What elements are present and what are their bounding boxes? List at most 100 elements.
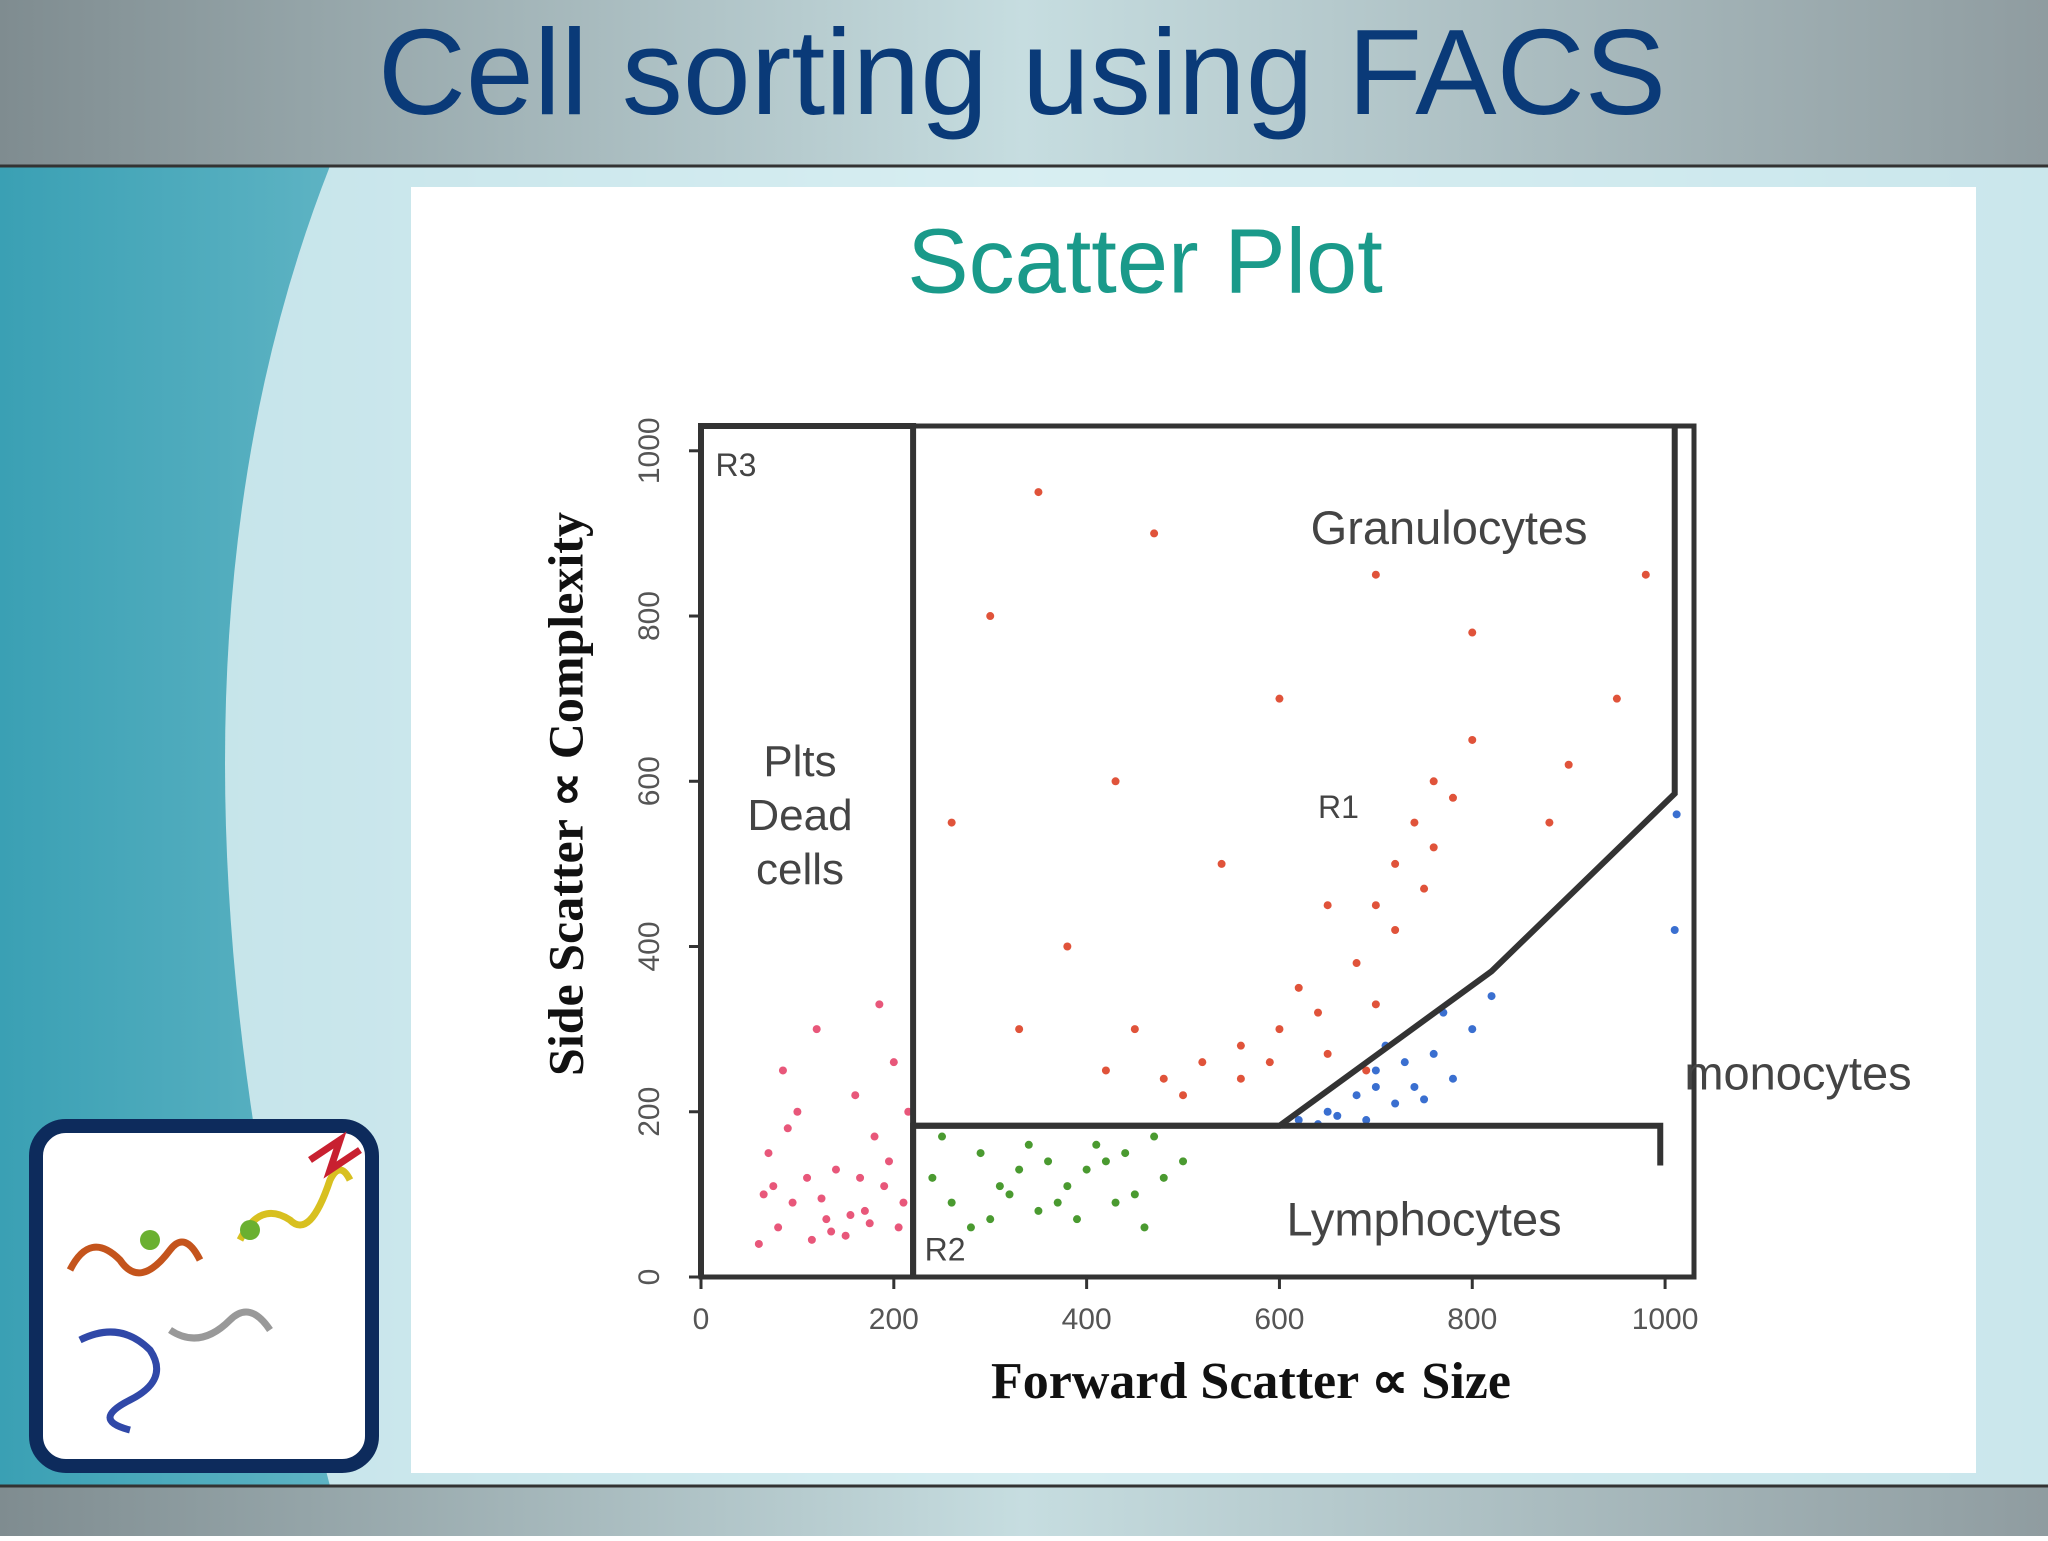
point bbox=[986, 1215, 995, 1224]
point bbox=[831, 1165, 840, 1174]
point bbox=[1400, 1058, 1409, 1067]
point bbox=[865, 1219, 874, 1228]
point bbox=[1236, 1041, 1245, 1050]
point bbox=[1024, 1140, 1033, 1149]
point bbox=[1410, 818, 1419, 827]
point bbox=[884, 1157, 893, 1166]
gate bbox=[698, 423, 917, 1277]
y-tick-label: 0 bbox=[633, 1269, 666, 1286]
point bbox=[1179, 1091, 1188, 1100]
point bbox=[1323, 901, 1332, 910]
point bbox=[774, 1223, 783, 1232]
chart-title: Scatter Plot bbox=[907, 210, 1383, 312]
point bbox=[966, 1223, 975, 1232]
y-tick-label: 1000 bbox=[633, 417, 666, 484]
point bbox=[928, 1173, 937, 1182]
panel bbox=[411, 187, 1976, 1473]
point bbox=[976, 1149, 985, 1158]
point bbox=[1236, 1074, 1245, 1083]
point bbox=[1429, 843, 1438, 852]
point bbox=[1150, 1132, 1159, 1141]
gate-label: R2 bbox=[925, 1232, 966, 1268]
point bbox=[899, 1198, 908, 1207]
point bbox=[1140, 1223, 1149, 1232]
point bbox=[1130, 1025, 1139, 1034]
point bbox=[1265, 1058, 1274, 1067]
point bbox=[856, 1173, 865, 1182]
point bbox=[803, 1173, 812, 1182]
point bbox=[827, 1227, 836, 1236]
point bbox=[1111, 777, 1120, 786]
point bbox=[1130, 1190, 1139, 1199]
point bbox=[1670, 925, 1679, 934]
gate bbox=[910, 1122, 1664, 1277]
point bbox=[1294, 1116, 1303, 1125]
point bbox=[1545, 818, 1554, 827]
point bbox=[1391, 925, 1400, 934]
point bbox=[1612, 694, 1621, 703]
region-label: monocytes bbox=[1684, 1046, 1911, 1099]
point bbox=[1034, 1206, 1043, 1215]
region-label: Granulocytes bbox=[1311, 501, 1588, 554]
point bbox=[870, 1132, 879, 1141]
x-tick-label: 400 bbox=[1062, 1303, 1112, 1336]
point bbox=[1082, 1165, 1091, 1174]
point bbox=[1468, 628, 1477, 637]
point bbox=[1015, 1165, 1024, 1174]
region-label: Lymphocytes bbox=[1286, 1193, 1561, 1246]
point bbox=[1101, 1066, 1110, 1075]
point bbox=[1063, 942, 1072, 951]
point bbox=[1198, 1058, 1207, 1067]
point bbox=[1044, 1157, 1053, 1166]
point bbox=[1159, 1074, 1168, 1083]
point bbox=[1371, 1000, 1380, 1009]
point bbox=[1053, 1198, 1062, 1207]
gate-label: R1 bbox=[1318, 789, 1359, 825]
point bbox=[1362, 1066, 1371, 1075]
point bbox=[1150, 529, 1159, 538]
point bbox=[1217, 859, 1226, 868]
point bbox=[841, 1231, 850, 1240]
point bbox=[793, 1107, 802, 1116]
point bbox=[1429, 777, 1438, 786]
point bbox=[1672, 810, 1681, 819]
point bbox=[1641, 570, 1650, 579]
point bbox=[822, 1215, 831, 1224]
point bbox=[1159, 1173, 1168, 1182]
point bbox=[947, 818, 956, 827]
point bbox=[986, 612, 995, 621]
slide-title: Cell sorting using FACS bbox=[378, 4, 1666, 140]
point bbox=[1323, 1049, 1332, 1058]
point bbox=[875, 1000, 884, 1009]
point bbox=[778, 1066, 787, 1075]
point bbox=[1420, 1095, 1429, 1104]
point bbox=[1391, 859, 1400, 868]
point bbox=[846, 1211, 855, 1220]
point bbox=[1487, 992, 1496, 1001]
protein-thumbnail bbox=[29, 1119, 379, 1473]
y-tick-label: 400 bbox=[633, 921, 666, 971]
gate-label: R3 bbox=[715, 447, 756, 483]
point bbox=[754, 1239, 763, 1248]
point bbox=[1179, 1157, 1188, 1166]
point bbox=[1323, 1107, 1332, 1116]
point bbox=[1468, 1025, 1477, 1034]
point bbox=[788, 1198, 797, 1207]
point bbox=[1015, 1025, 1024, 1034]
point bbox=[1275, 694, 1284, 703]
y-tick-label: 200 bbox=[633, 1087, 666, 1137]
point bbox=[812, 1025, 821, 1034]
point bbox=[1371, 1066, 1380, 1075]
point bbox=[1092, 1140, 1101, 1149]
point bbox=[1420, 884, 1429, 893]
point bbox=[1448, 1074, 1457, 1083]
point bbox=[995, 1182, 1004, 1191]
point bbox=[947, 1198, 956, 1207]
point bbox=[1468, 735, 1477, 744]
point bbox=[1391, 1099, 1400, 1108]
point bbox=[1314, 1008, 1323, 1017]
point bbox=[1429, 1049, 1438, 1058]
point bbox=[1448, 793, 1457, 802]
